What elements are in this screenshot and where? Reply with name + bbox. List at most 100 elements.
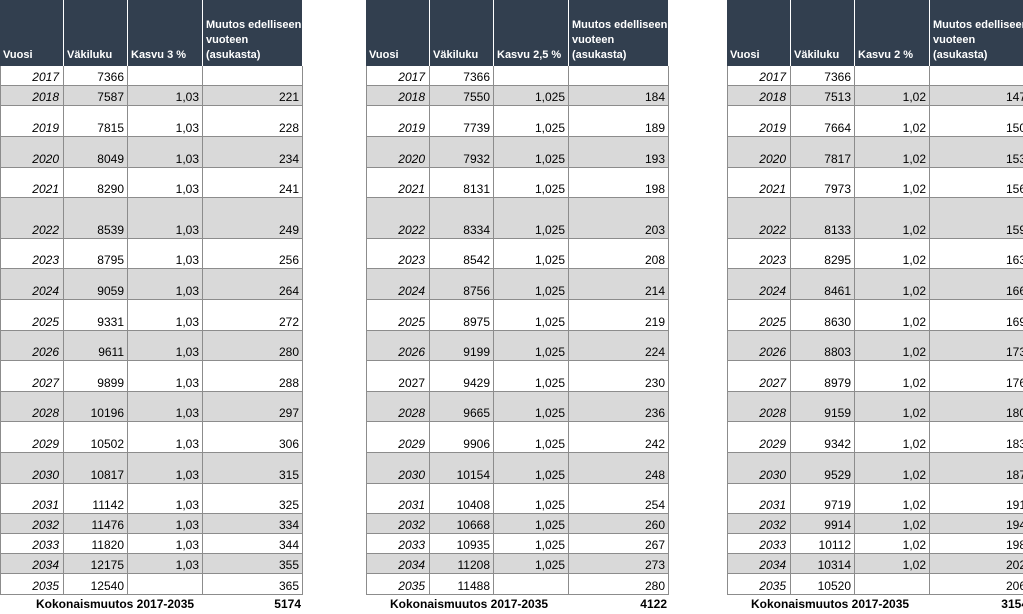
- year-cell[interactable]: 2025: [366, 300, 430, 331]
- population-cell[interactable]: 11488: [430, 574, 494, 595]
- change-cell[interactable]: 221: [203, 86, 303, 106]
- growth-cell[interactable]: 1,025: [494, 392, 569, 422]
- column-header-year[interactable]: Vuosi: [0, 0, 64, 66]
- population-cell[interactable]: 7932: [430, 137, 494, 168]
- growth-cell[interactable]: 1,02: [855, 331, 930, 361]
- growth-cell[interactable]: 1,02: [855, 534, 930, 554]
- growth-cell[interactable]: 1,025: [494, 331, 569, 361]
- growth-cell[interactable]: 1,025: [494, 198, 569, 239]
- change-cell[interactable]: 169: [930, 300, 1023, 331]
- growth-cell[interactable]: 1,025: [494, 106, 569, 137]
- year-cell[interactable]: 2022: [366, 198, 430, 239]
- growth-cell[interactable]: 1,025: [494, 239, 569, 269]
- change-cell[interactable]: 334: [203, 514, 303, 534]
- change-cell[interactable]: 249: [203, 198, 303, 239]
- growth-cell[interactable]: 1,03: [128, 106, 203, 137]
- growth-cell[interactable]: 1,025: [494, 514, 569, 534]
- population-cell[interactable]: 11476: [64, 514, 128, 534]
- population-cell[interactable]: 10502: [64, 422, 128, 453]
- change-cell[interactable]: 315: [203, 453, 303, 484]
- change-cell[interactable]: 193: [569, 137, 669, 168]
- population-cell[interactable]: 7664: [791, 106, 855, 137]
- change-cell[interactable]: 288: [203, 361, 303, 392]
- population-cell[interactable]: 12540: [64, 574, 128, 595]
- column-header-change[interactable]: Muutos edelliseen vuoteen (asukasta): [930, 0, 1023, 66]
- year-cell[interactable]: 2019: [727, 106, 791, 137]
- change-cell[interactable]: 198: [930, 534, 1023, 554]
- year-cell[interactable]: 2017: [727, 66, 791, 86]
- population-cell[interactable]: 7366: [430, 66, 494, 86]
- year-cell[interactable]: 2018: [727, 86, 791, 106]
- change-cell[interactable]: 194: [930, 514, 1023, 534]
- change-cell[interactable]: 147: [930, 86, 1023, 106]
- change-cell[interactable]: 183: [930, 422, 1023, 453]
- year-cell[interactable]: 2029: [366, 422, 430, 453]
- growth-cell[interactable]: 1,025: [494, 484, 569, 514]
- growth-cell[interactable]: 1,02: [855, 106, 930, 137]
- growth-cell[interactable]: 1,03: [128, 269, 203, 300]
- growth-cell[interactable]: [128, 66, 203, 86]
- population-cell[interactable]: 7973: [791, 168, 855, 198]
- change-cell[interactable]: 242: [569, 422, 669, 453]
- growth-cell[interactable]: 1,03: [128, 453, 203, 484]
- population-cell[interactable]: 9429: [430, 361, 494, 392]
- growth-cell[interactable]: 1,02: [855, 239, 930, 269]
- growth-cell[interactable]: 1,02: [855, 86, 930, 106]
- growth-cell[interactable]: 1,02: [855, 484, 930, 514]
- year-cell[interactable]: 2030: [0, 453, 64, 484]
- population-cell[interactable]: 8334: [430, 198, 494, 239]
- year-cell[interactable]: 2030: [366, 453, 430, 484]
- population-cell[interactable]: 11820: [64, 534, 128, 554]
- year-cell[interactable]: 2020: [0, 137, 64, 168]
- population-cell[interactable]: 12175: [64, 554, 128, 574]
- population-cell[interactable]: 11208: [430, 554, 494, 574]
- growth-cell[interactable]: 1,025: [494, 534, 569, 554]
- year-cell[interactable]: 2032: [727, 514, 791, 534]
- change-cell[interactable]: 206: [930, 574, 1023, 595]
- change-cell[interactable]: 203: [569, 198, 669, 239]
- population-cell[interactable]: 9899: [64, 361, 128, 392]
- change-cell[interactable]: 180: [930, 392, 1023, 422]
- year-cell[interactable]: 2031: [0, 484, 64, 514]
- year-cell[interactable]: 2027: [0, 361, 64, 392]
- growth-cell[interactable]: 1,02: [855, 361, 930, 392]
- growth-cell[interactable]: 1,03: [128, 361, 203, 392]
- population-cell[interactable]: 7366: [64, 66, 128, 86]
- column-header-population[interactable]: Väkiluku: [430, 0, 494, 66]
- year-cell[interactable]: 2033: [366, 534, 430, 554]
- change-cell[interactable]: 159: [930, 198, 1023, 239]
- population-cell[interactable]: 8461: [791, 269, 855, 300]
- year-cell[interactable]: 2035: [727, 574, 791, 595]
- growth-cell[interactable]: 1,03: [128, 534, 203, 554]
- year-cell[interactable]: 2022: [0, 198, 64, 239]
- year-cell[interactable]: 2021: [366, 168, 430, 198]
- change-cell[interactable]: 256: [203, 239, 303, 269]
- year-cell[interactable]: 2023: [366, 239, 430, 269]
- year-cell[interactable]: 2035: [366, 574, 430, 595]
- year-cell[interactable]: 2025: [727, 300, 791, 331]
- population-cell[interactable]: 9906: [430, 422, 494, 453]
- year-cell[interactable]: 2026: [366, 331, 430, 361]
- change-cell[interactable]: 365: [203, 574, 303, 595]
- growth-cell[interactable]: 1,025: [494, 300, 569, 331]
- change-cell[interactable]: 260: [569, 514, 669, 534]
- population-cell[interactable]: 7366: [791, 66, 855, 86]
- year-cell[interactable]: 2034: [366, 554, 430, 574]
- change-cell[interactable]: 214: [569, 269, 669, 300]
- year-cell[interactable]: 2018: [366, 86, 430, 106]
- growth-cell[interactable]: 1,02: [855, 137, 930, 168]
- growth-cell[interactable]: 1,03: [128, 392, 203, 422]
- column-header-growth[interactable]: Kasvu 2 %: [855, 0, 930, 66]
- change-cell[interactable]: 325: [203, 484, 303, 514]
- change-cell[interactable]: 297: [203, 392, 303, 422]
- change-cell[interactable]: 184: [569, 86, 669, 106]
- change-cell[interactable]: 187: [930, 453, 1023, 484]
- growth-cell[interactable]: 1,025: [494, 422, 569, 453]
- change-cell[interactable]: 219: [569, 300, 669, 331]
- population-cell[interactable]: 9342: [791, 422, 855, 453]
- year-cell[interactable]: 2029: [0, 422, 64, 453]
- change-cell[interactable]: 176: [930, 361, 1023, 392]
- growth-cell[interactable]: 1,025: [494, 453, 569, 484]
- year-cell[interactable]: 2020: [727, 137, 791, 168]
- change-cell[interactable]: 224: [569, 331, 669, 361]
